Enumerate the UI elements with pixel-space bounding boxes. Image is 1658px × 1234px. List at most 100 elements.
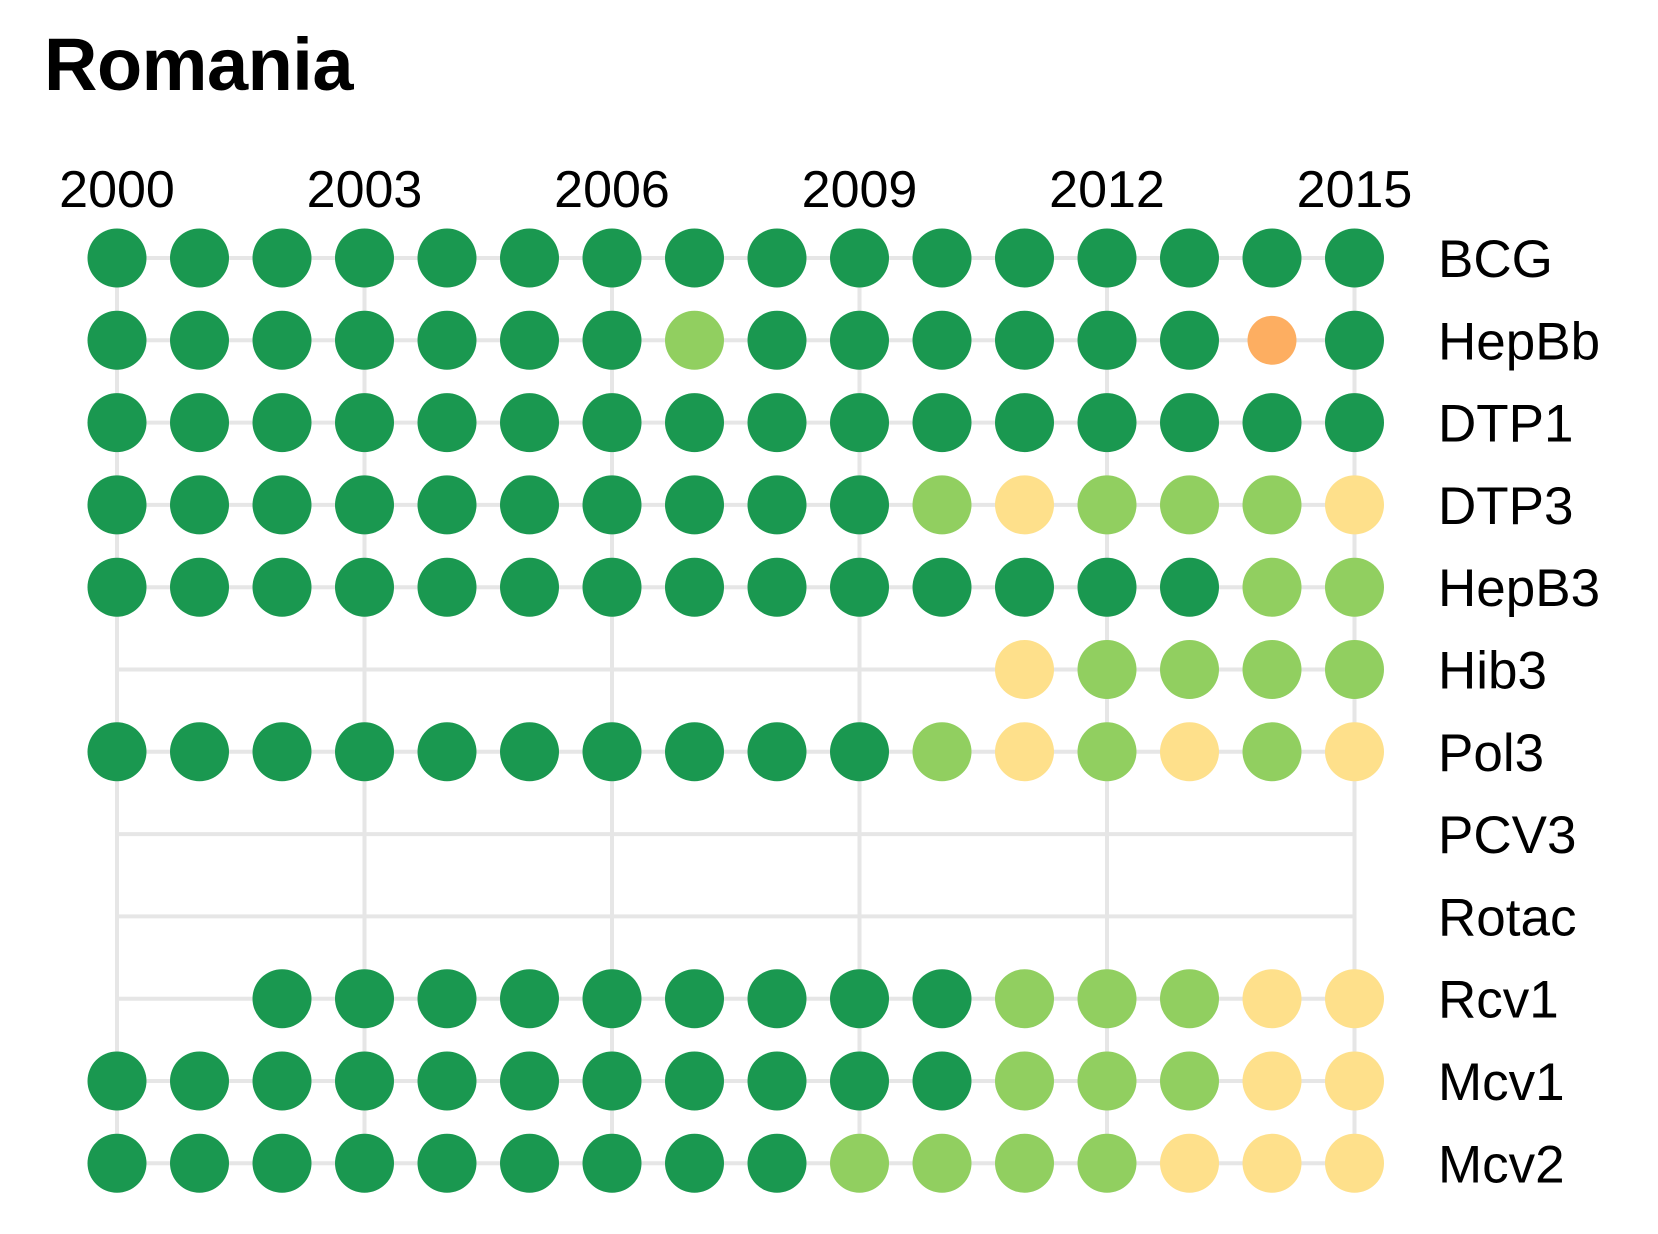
- data-dot: [582, 393, 642, 453]
- data-dot: [252, 969, 312, 1029]
- data-dot: [1160, 1051, 1219, 1111]
- data-dot: [417, 969, 477, 1029]
- data-dot: [1325, 475, 1384, 535]
- data-dot: [252, 1133, 312, 1193]
- data-dot: [170, 557, 229, 617]
- dot-layer: [87, 228, 1384, 1193]
- data-dot: [747, 557, 807, 617]
- data-dot: [1242, 228, 1302, 288]
- row-label: HepB3: [1438, 559, 1600, 618]
- data-dot: [747, 722, 807, 782]
- row-label: Mcv1: [1438, 1053, 1565, 1112]
- chart-title: Romania: [44, 23, 354, 106]
- data-dot: [1160, 475, 1219, 535]
- data-dot: [500, 393, 559, 453]
- data-dot: [170, 475, 229, 535]
- data-dot: [830, 1051, 889, 1111]
- data-dot: [747, 1133, 807, 1193]
- data-dot: [582, 557, 642, 617]
- data-dot: [500, 722, 559, 782]
- data-dot: [582, 310, 642, 370]
- data-dot: [1077, 640, 1137, 699]
- data-dot: [912, 557, 972, 617]
- data-dot: [830, 969, 889, 1029]
- data-dot: [912, 969, 972, 1029]
- data-dot: [87, 1051, 147, 1111]
- data-dot: [582, 475, 642, 535]
- data-dot: [87, 475, 147, 535]
- data-dot: [995, 1133, 1054, 1193]
- data-dot: [1325, 310, 1384, 370]
- data-dot: [1242, 1051, 1302, 1111]
- row-label: Rcv1: [1438, 971, 1559, 1030]
- data-dot: [335, 1133, 394, 1193]
- row-label: Rotac: [1438, 888, 1576, 947]
- row-label: DTP3: [1438, 477, 1573, 536]
- data-dot: [500, 228, 559, 288]
- data-dot: [665, 1133, 724, 1193]
- x-tick-label: 2000: [59, 161, 175, 219]
- data-dot: [1242, 475, 1302, 535]
- data-dot: [912, 228, 972, 288]
- data-dot: [1160, 1133, 1219, 1193]
- data-dot: [1242, 722, 1302, 782]
- data-dot: [747, 393, 807, 453]
- grid-layer: [115, 256, 1357, 1166]
- data-dot: [1077, 310, 1137, 370]
- row-label: DTP1: [1438, 395, 1573, 454]
- data-dot: [417, 1051, 477, 1111]
- data-dot: [1077, 1051, 1137, 1111]
- data-dot: [582, 1051, 642, 1111]
- data-dot: [1247, 315, 1297, 365]
- data-dot: [170, 1133, 229, 1193]
- data-dot: [1077, 1133, 1137, 1193]
- data-dot: [1077, 722, 1137, 782]
- data-dot: [995, 557, 1054, 617]
- data-dot: [252, 393, 312, 453]
- data-dot: [995, 228, 1054, 288]
- data-dot: [747, 228, 807, 288]
- data-dot: [747, 475, 807, 535]
- data-dot: [582, 1133, 642, 1193]
- data-dot: [1077, 475, 1137, 535]
- data-dot: [1160, 557, 1219, 617]
- data-dot: [1325, 640, 1384, 699]
- data-dot: [335, 1051, 394, 1111]
- data-dot: [665, 969, 724, 1029]
- data-dot: [500, 969, 559, 1029]
- data-dot: [417, 722, 477, 782]
- data-dot: [252, 228, 312, 288]
- data-dot: [500, 557, 559, 617]
- x-tick-label: 2009: [802, 161, 918, 219]
- data-dot: [1160, 228, 1219, 288]
- data-dot: [747, 969, 807, 1029]
- data-dot: [1160, 640, 1219, 699]
- data-dot: [87, 557, 147, 617]
- data-dot: [1077, 228, 1137, 288]
- data-dot: [170, 228, 229, 288]
- data-dot: [1077, 557, 1137, 617]
- data-dot: [830, 310, 889, 370]
- data-dot: [87, 722, 147, 782]
- data-dot: [995, 969, 1054, 1029]
- data-dot: [500, 1133, 559, 1193]
- data-dot: [335, 557, 394, 617]
- data-dot: [830, 393, 889, 453]
- data-dot: [665, 393, 724, 453]
- row-label: HepBb: [1438, 312, 1600, 371]
- data-dot: [500, 310, 559, 370]
- data-dot: [995, 393, 1054, 453]
- data-dot: [170, 310, 229, 370]
- data-dot: [1160, 722, 1219, 782]
- data-dot: [1325, 722, 1384, 782]
- data-dot: [417, 393, 477, 453]
- data-dot: [87, 1133, 147, 1193]
- data-dot: [912, 1051, 972, 1111]
- x-tick-label: 2012: [1049, 161, 1165, 219]
- data-dot: [665, 475, 724, 535]
- data-dot: [1242, 640, 1302, 699]
- data-dot: [1325, 557, 1384, 617]
- data-dot: [830, 228, 889, 288]
- data-dot: [912, 393, 972, 453]
